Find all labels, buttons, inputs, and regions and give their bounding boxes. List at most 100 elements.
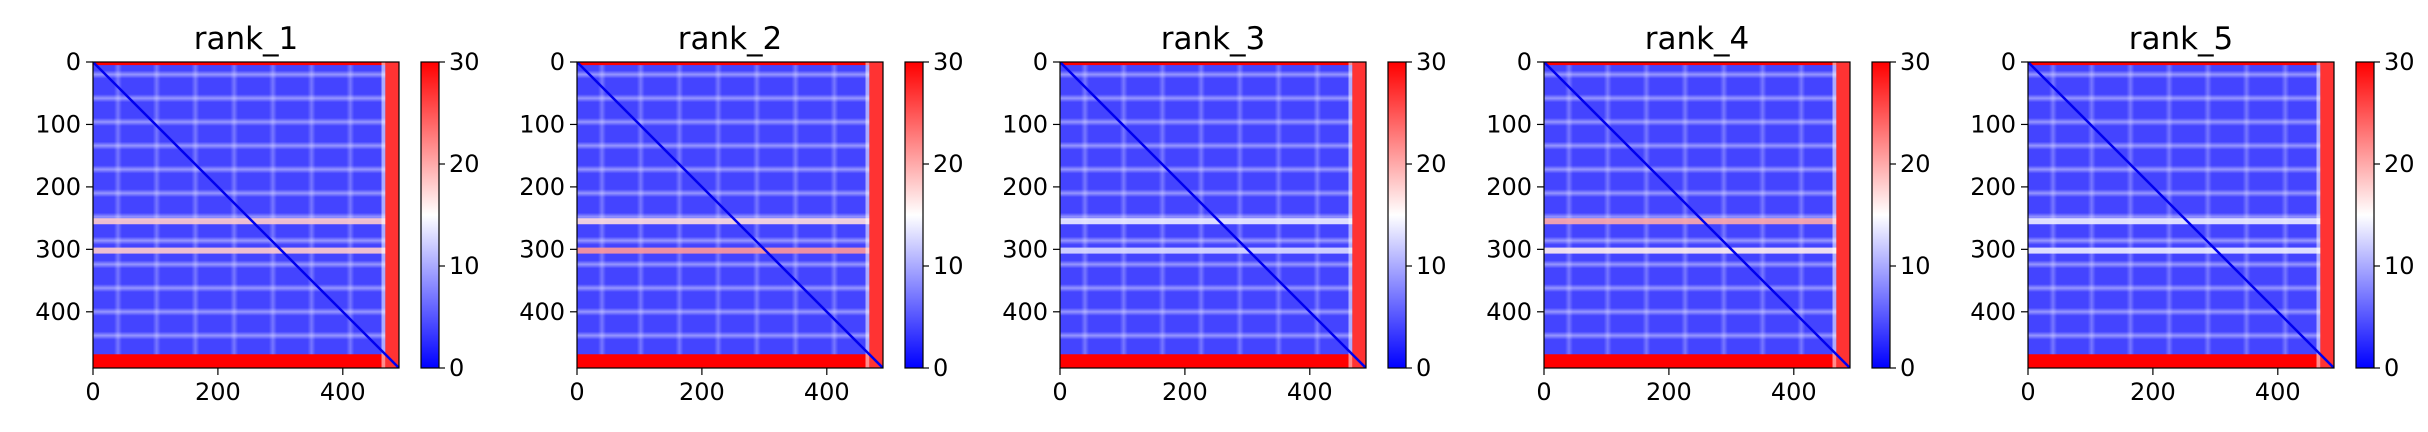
texture-band — [1060, 284, 1366, 293]
texture-band — [93, 70, 399, 79]
texture-column — [1719, 62, 1728, 368]
x-tick-label: 0 — [1052, 378, 1067, 406]
y-tick-label: 400 — [1002, 298, 1048, 326]
x-tick-label: 200 — [679, 378, 725, 406]
colorbar — [904, 61, 924, 369]
axes-frame — [2027, 61, 2335, 369]
panel-title: rank_3 — [1161, 21, 1266, 57]
x-tick-label: 400 — [1287, 378, 1333, 406]
texture-band — [2028, 212, 2334, 221]
texture-band — [2028, 117, 2334, 126]
y-tick-label: 100 — [1486, 110, 1532, 138]
stripe-2 — [1544, 247, 1843, 254]
texture-column — [1158, 62, 1167, 368]
texture-column — [791, 62, 800, 368]
y-tick-label: 200 — [519, 173, 565, 201]
axes-frame — [1059, 61, 1367, 369]
edge-bottom — [577, 354, 883, 368]
x-tick-label: 400 — [2255, 378, 2301, 406]
texture-band — [1544, 94, 1850, 103]
texture-band — [1060, 70, 1366, 79]
panel-title: rank_4 — [1645, 21, 1750, 57]
texture-band — [1544, 307, 1850, 316]
heatmap-image — [93, 62, 399, 368]
y-tick-label: 200 — [1002, 173, 1048, 201]
colorbar-tick-label: 0 — [2384, 354, 2399, 382]
edge-right — [2320, 62, 2334, 368]
texture-band — [577, 94, 883, 103]
edge-bottom — [2028, 354, 2334, 368]
colorbar-tick-label: 0 — [1416, 354, 1431, 382]
y-tick-label: 300 — [1002, 235, 1048, 263]
texture-column — [830, 62, 839, 368]
y-tick-label: 300 — [1970, 235, 2016, 263]
stripe-2 — [93, 247, 392, 254]
axes-frame — [576, 61, 884, 369]
y-tick-label: 0 — [550, 48, 565, 76]
x-tick-label: 0 — [2020, 378, 2035, 406]
y-tick-label: 400 — [519, 298, 565, 326]
texture-band — [577, 260, 883, 269]
texture-band — [93, 236, 399, 245]
texture-band — [1544, 117, 1850, 126]
stripe-1 — [1060, 218, 1359, 225]
stripe-1 — [93, 218, 392, 225]
diagonal-line — [577, 62, 883, 368]
texture-band — [93, 94, 399, 103]
texture-band — [1544, 331, 1850, 340]
x-tick-label: 200 — [195, 378, 241, 406]
y-tick-label: 0 — [1033, 48, 1048, 76]
texture-band — [1544, 284, 1850, 293]
texture-band — [1060, 189, 1366, 198]
edge-right — [1836, 62, 1850, 368]
edge-bottom — [1060, 354, 1366, 368]
texture-band — [2028, 141, 2334, 150]
edge-right — [385, 62, 399, 368]
texture-band — [1544, 236, 1850, 245]
texture-band — [1060, 141, 1366, 150]
edge-bottom — [93, 354, 399, 368]
colorbar-tick-label: 10 — [1900, 252, 1931, 280]
texture-band — [1544, 260, 1850, 269]
texture-band — [577, 212, 883, 221]
y-tick-label: 100 — [519, 110, 565, 138]
texture-band — [1544, 141, 1850, 150]
stripe-2 — [577, 247, 876, 254]
y-tick-label: 400 — [35, 298, 81, 326]
x-tick-label: 200 — [1162, 378, 1208, 406]
texture-band — [2028, 260, 2334, 269]
y-tick-label: 400 — [1970, 298, 2016, 326]
texture-band — [2028, 236, 2334, 245]
edge-right-fade — [865, 62, 870, 368]
colorbar-tick-label: 20 — [933, 150, 964, 178]
texture-column — [152, 62, 161, 368]
x-tick-label: 0 — [1536, 378, 1551, 406]
texture-column — [1758, 62, 1767, 368]
texture-band — [577, 165, 883, 174]
stripe-1 — [577, 218, 876, 225]
texture-band — [1060, 212, 1366, 221]
texture-band — [93, 189, 399, 198]
colorbar-tick-label: 10 — [1416, 252, 1447, 280]
colorbar-tick-label: 30 — [933, 48, 964, 76]
texture-column — [1797, 62, 1806, 368]
texture-band — [93, 307, 399, 316]
y-tick-label: 100 — [1970, 110, 2016, 138]
colorbar-tick-label: 20 — [1900, 150, 1931, 178]
texture-column — [2048, 62, 2057, 368]
texture-column — [268, 62, 277, 368]
colorbar — [420, 61, 440, 369]
y-tick-label: 0 — [1517, 48, 1532, 76]
texture-column — [1119, 62, 1128, 368]
texture-column — [1564, 62, 1573, 368]
x-tick-label: 0 — [569, 378, 584, 406]
edge-top — [2028, 62, 2334, 66]
x-tick-label: 200 — [2130, 378, 2176, 406]
heatmap-panel-1: rank_1 0 100 200 300 400 0 200 400 0 10 20 30 — [35, 21, 479, 406]
texture-column — [597, 62, 606, 368]
texture-band — [577, 307, 883, 316]
texture-band — [577, 70, 883, 79]
stripe-2 — [1060, 247, 1359, 254]
edge-top — [93, 62, 399, 66]
texture-column — [752, 62, 761, 368]
